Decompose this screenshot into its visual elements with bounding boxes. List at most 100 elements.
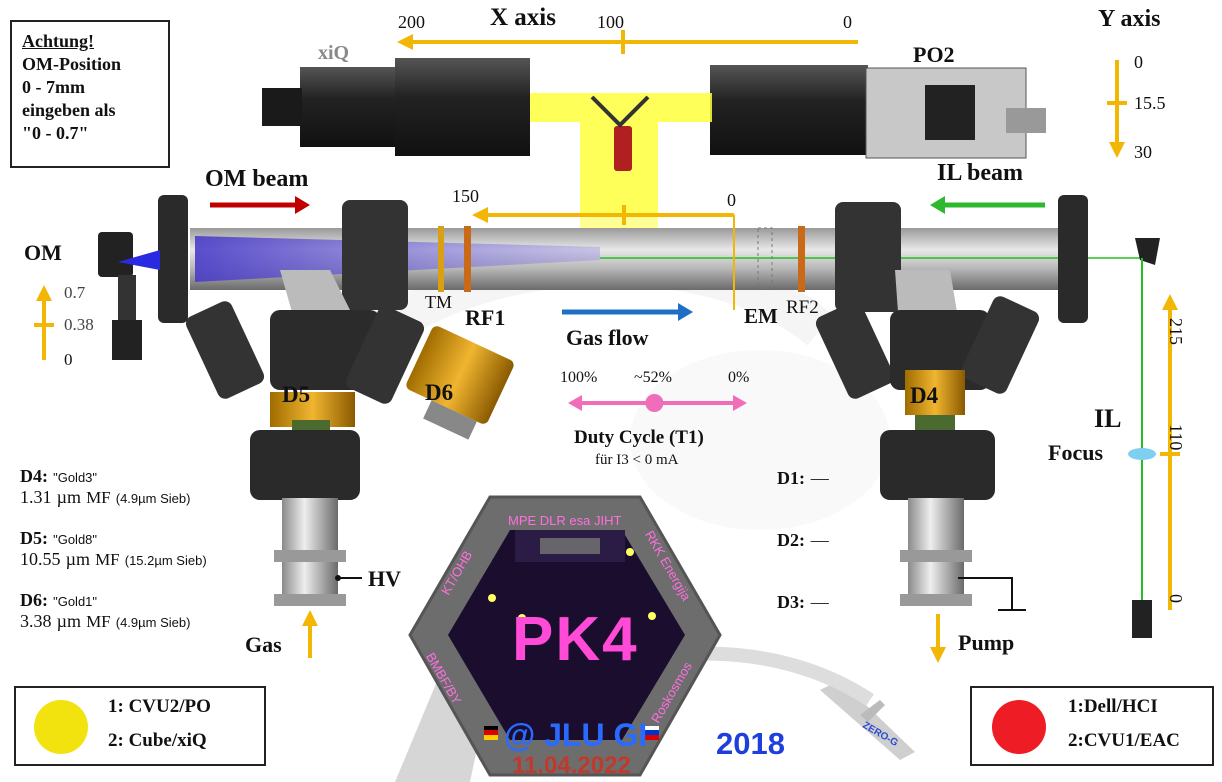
il-scale-215: 215 [1166,318,1186,345]
hv-label: HV [368,566,401,591]
status-value: — [810,592,829,612]
logo-pk4-text: PK4 [512,605,639,674]
particle-item: D5: "Gold8" 10.55 µm MF (15.2µm Sieb) [20,528,260,590]
x-axis-title: X axis [490,4,556,31]
y-axis-tick-30: 30 [1134,142,1152,162]
particle-type: MF [86,488,111,507]
legend-right-line1: 1:Dell/HCI [1068,696,1158,717]
gas-label: Gas [245,632,282,657]
particle-unit: µm [65,549,90,569]
legend-left-color-dot [34,700,88,754]
chamber-scale-0: 0 [727,190,736,210]
logo-date-text: 11.04.2022 [512,752,631,779]
particle-type: MF [95,550,120,569]
om-scale-0: 0 [64,350,73,369]
particle-size: 1.31 [20,487,52,507]
il-scale-110: 110 [1166,424,1186,451]
x-axis-tick-0: 0 [843,12,852,32]
particle-list: D4: "Gold3" 1.31 µm MF (4.9µm Sieb) D5: … [20,466,260,652]
il-beam-label: IL beam [937,160,1024,186]
x-axis-tick-100: 100 [597,12,624,32]
status-id: D1: [777,468,805,488]
particle-size: 3.38 [20,611,52,631]
camera-po2-label: PO2 [913,42,955,67]
particle-id: D5: [20,528,48,548]
electrode-rf1: RF1 [465,305,506,330]
particle-id: D4: [20,466,48,486]
camera-xiq-label: xiQ [318,42,350,64]
status-value: — [810,530,829,550]
note-line: "0 - 0.7" [22,123,89,143]
dispenser-d6: D6 [425,380,454,405]
particle-name: "Gold1" [53,594,98,609]
status-value: — [810,468,829,488]
logo-partners-top: MPE DLR esa JIHT [508,513,622,528]
beam-arrows [210,196,1045,321]
om-position-note: Achtung! OM-Position 0 - 7mm eingeben al… [10,20,170,168]
legend-left-line2: 2: Cube/xiQ [108,730,207,751]
duty-cycle-slider [568,394,747,412]
plasma-chamber [158,195,1140,323]
il-scale-0: 0 [1166,594,1186,603]
y-axis-title: Y axis [1098,6,1161,32]
electrode-em: EM [744,304,778,328]
status-row: D3: — [777,592,847,654]
il-focus-label: Focus [1048,440,1103,465]
particle-name: "Gold8" [53,532,98,547]
om-label: OM [24,240,62,265]
particle-size: 10.55 [20,549,61,569]
particle-name: "Gold3" [53,470,98,485]
dispenser-status: D1: — D2: — D3: — [777,468,847,654]
particle-unit: µm [56,487,81,507]
duty-cycle-mid: ~52% [634,369,672,386]
legend-right-line2: 2:CVU1/EAC [1068,730,1180,751]
il-title: IL [1094,404,1122,433]
duty-cycle-title: Duty Cycle (T1) [574,427,704,448]
om-beam-label: OM beam [205,166,309,192]
particle-sieve: (15.2µm Sieb) [124,553,207,568]
legend-right-color-dot [992,700,1046,754]
note-title: Achtung! [22,31,95,51]
status-id: D2: [777,530,805,550]
axis-arrows [34,30,1180,663]
gas-flow-label: Gas flow [566,325,649,350]
status-row: D1: — [777,468,847,530]
duty-cycle-subtitle: für I3 < 0 mA [595,452,679,468]
note-line: 0 - 7mm [22,77,85,97]
note-line: OM-Position [22,54,121,74]
duty-cycle-100: 100% [560,369,598,386]
il-laser-path [1128,238,1160,638]
camera-assembly [262,58,1046,275]
particle-item: D6: "Gold1" 3.38 µm MF (4.9µm Sieb) [20,590,260,652]
legend-right: 1:Dell/HCI 2:CVU1/EAC [970,686,1214,766]
legend-left: 1: CVU2/PO 2: Cube/xiQ [14,686,266,766]
pump-side-assembly [815,270,1040,611]
pump-label: Pump [958,630,1015,655]
om-scale-0-38: 0.38 [64,315,94,334]
gas-side-assembly [185,270,514,606]
legend-left-line1: 1: CVU2/PO [108,696,211,717]
particle-type: MF [86,612,111,631]
electrode-tm: TM [425,292,452,312]
dispenser-d4: D4 [910,383,939,408]
year-label: 2018 [716,726,785,761]
logo-event-text: @ JLU GI [504,717,648,753]
chamber-scale-150: 150 [452,186,479,206]
om-scale-0-7: 0.7 [64,283,86,302]
y-axis-tick-0: 0 [1134,52,1143,72]
om-optics [98,232,160,360]
electrode-rf2: RF2 [786,297,819,318]
x-axis-tick-200: 200 [398,12,425,32]
pk4-logo [395,495,915,782]
duty-cycle-0: 0% [728,369,750,386]
particle-id: D6: [20,590,48,610]
note-line: eingeben als [22,100,116,120]
status-id: D3: [777,592,805,612]
dispenser-d5: D5 [282,382,311,407]
y-axis-tick-15-5: 15.5 [1134,93,1166,113]
particle-sieve: (4.9µm Sieb) [115,615,191,630]
status-row: D2: — [777,530,847,592]
particle-unit: µm [56,611,81,631]
particle-sieve: (4.9µm Sieb) [115,491,191,506]
